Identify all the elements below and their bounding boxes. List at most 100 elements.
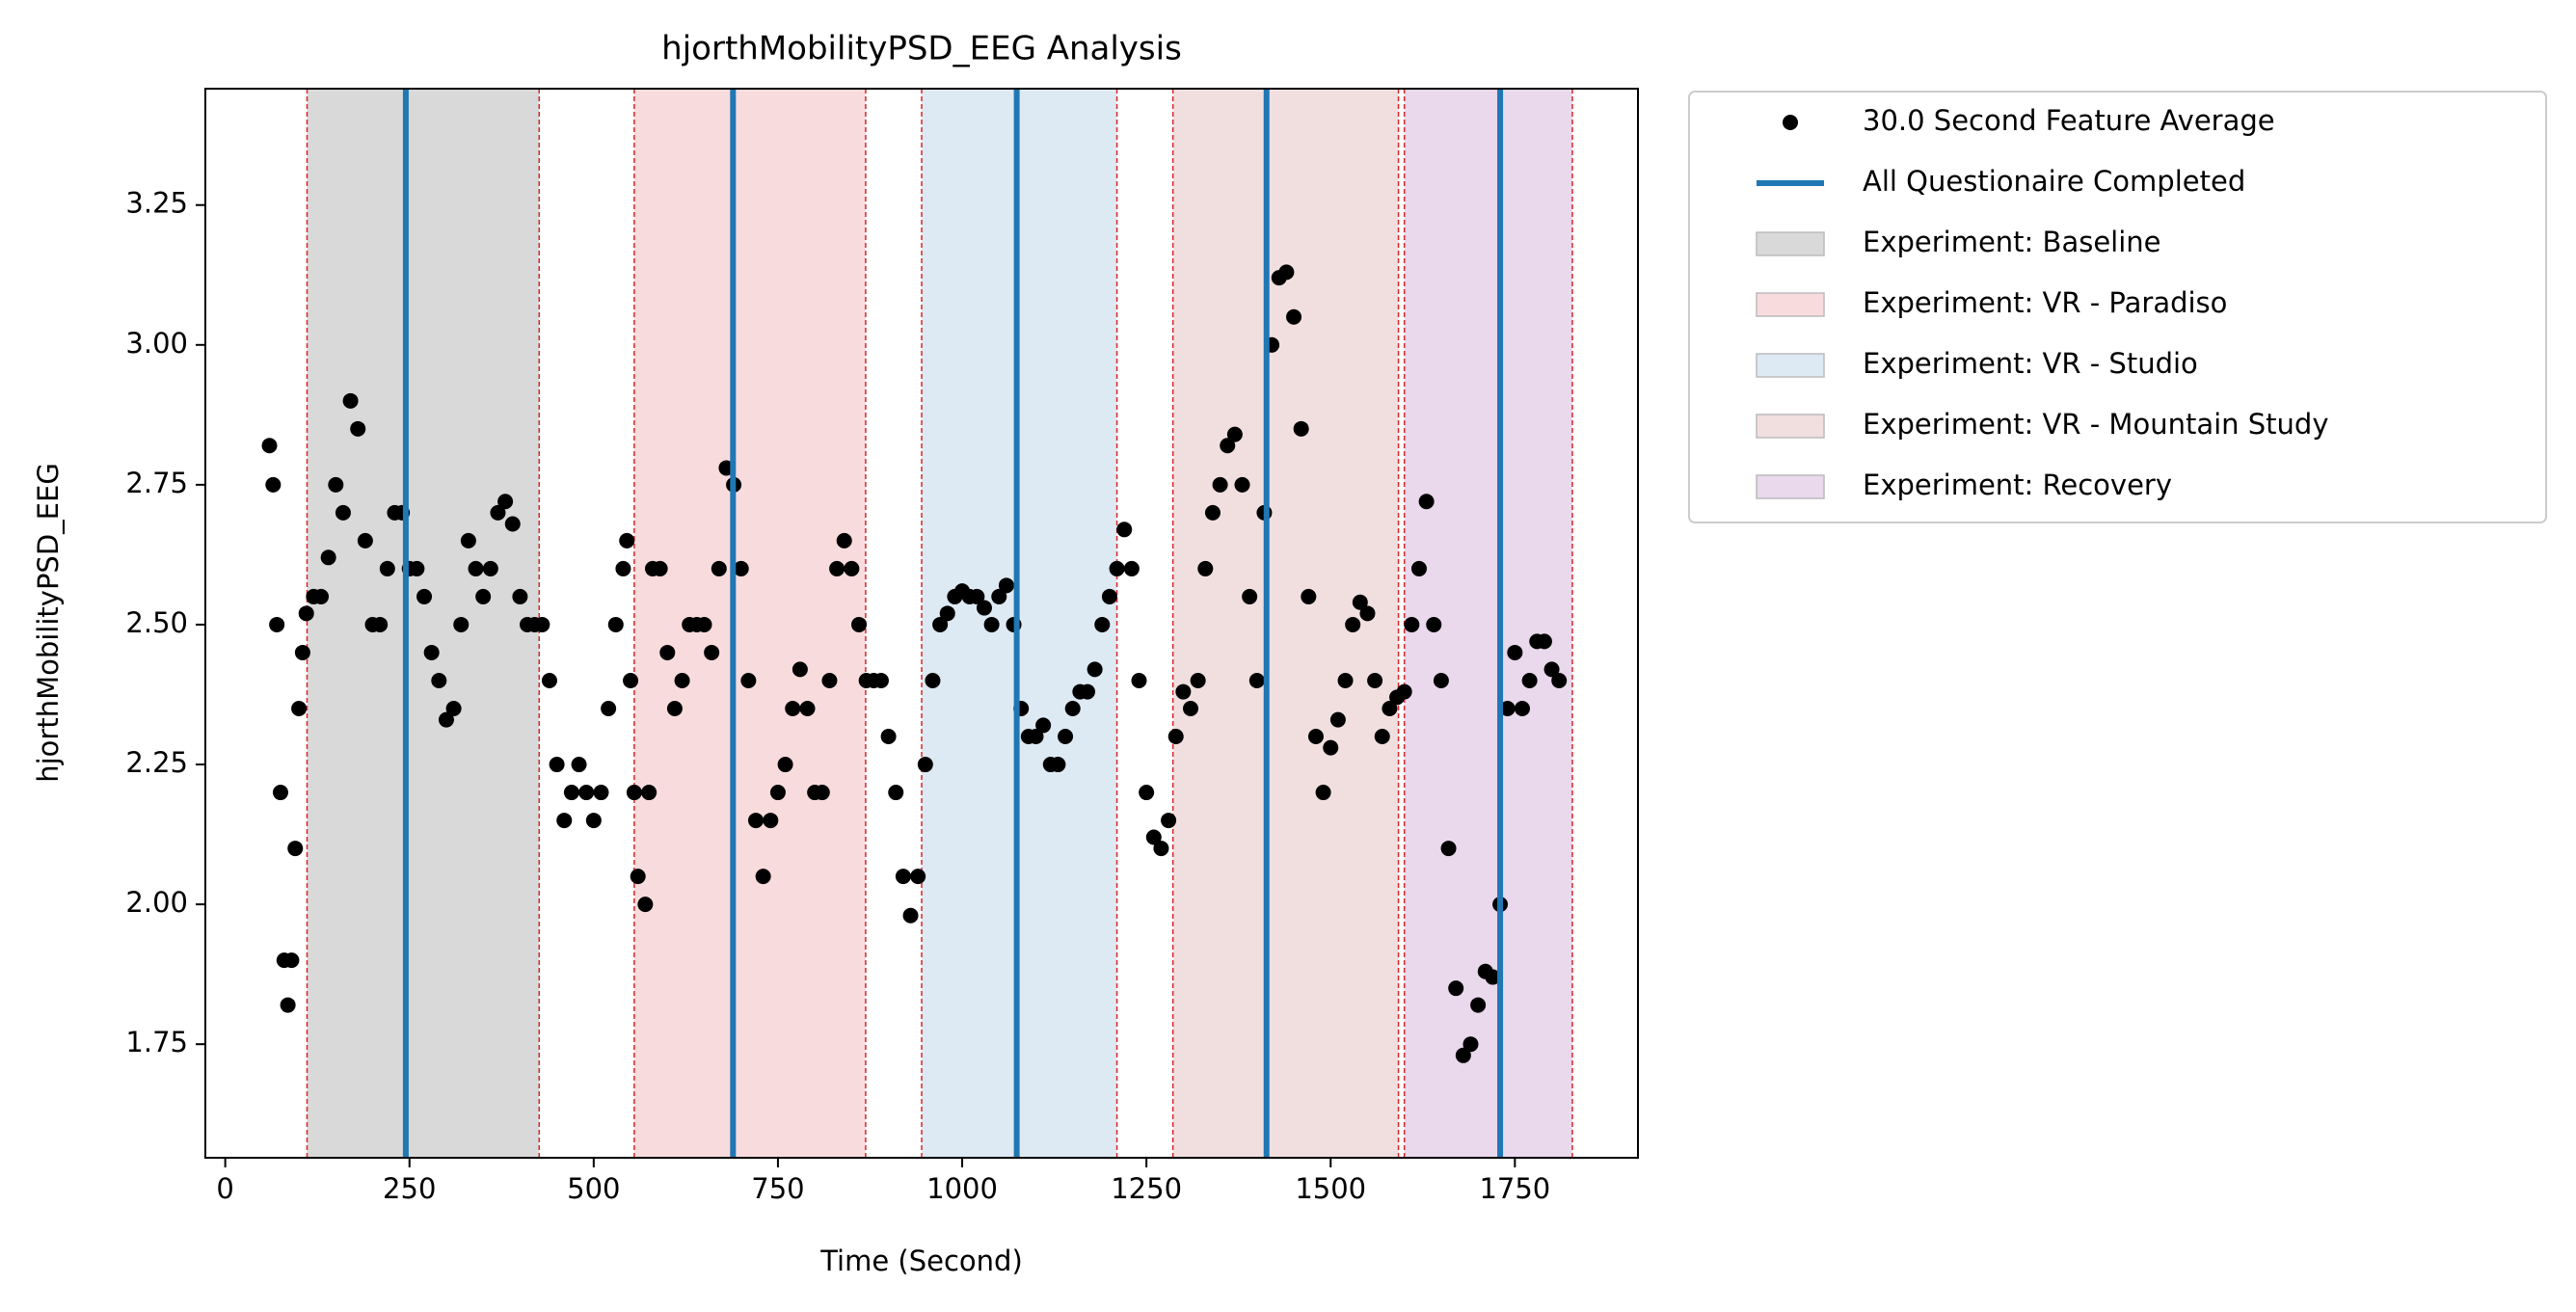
data-point — [1315, 785, 1331, 801]
legend-marker — [1756, 353, 1825, 378]
data-point — [1514, 700, 1530, 716]
data-point — [585, 813, 602, 829]
data-point — [313, 588, 330, 604]
data-point — [1543, 661, 1560, 678]
x-tick-label: 250 — [383, 1172, 436, 1205]
data-point — [269, 616, 285, 632]
data-point — [925, 672, 941, 688]
data-point — [1293, 420, 1309, 437]
data-point — [320, 549, 336, 566]
data-point — [615, 560, 631, 576]
data-point — [1485, 969, 1501, 985]
data-point — [623, 672, 639, 688]
data-point — [1242, 588, 1258, 604]
data-point — [902, 907, 919, 924]
data-point — [652, 560, 668, 576]
data-point — [1050, 757, 1066, 773]
legend-marker — [1756, 292, 1825, 317]
data-point — [1396, 683, 1412, 700]
y-tick-label: 2.50 — [125, 606, 188, 639]
data-point — [280, 997, 296, 1013]
data-point — [1101, 588, 1117, 604]
experiment-span — [633, 89, 866, 1158]
data-point — [571, 757, 587, 773]
data-point — [1374, 729, 1390, 745]
plot-area: 0 250 500 750 1000 1250 1500 1750 1.75 2.00 2.25 2.… — [125, 88, 1639, 1205]
legend-marker — [1756, 474, 1825, 499]
data-point — [1307, 729, 1324, 745]
data-point — [445, 700, 462, 716]
x-tick-label: 0 — [216, 1172, 233, 1205]
experiment-span — [1172, 89, 1399, 1158]
data-point — [460, 532, 476, 549]
data-point — [1455, 1047, 1471, 1063]
data-point — [1197, 560, 1214, 576]
data-point — [1337, 672, 1354, 688]
x-tick-label: 1000 — [926, 1172, 998, 1205]
data-point — [814, 785, 830, 801]
y-tick-label: 2.25 — [125, 746, 188, 779]
experiment-span — [307, 89, 540, 1158]
data-point — [1131, 672, 1147, 688]
data-point — [1433, 672, 1449, 688]
data-point — [696, 616, 712, 632]
data-point — [1064, 700, 1081, 716]
data-point — [287, 841, 304, 857]
data-point — [1426, 616, 1442, 632]
data-point — [785, 700, 801, 716]
data-point — [431, 672, 447, 688]
data-point — [438, 711, 454, 728]
data-point — [1410, 560, 1427, 576]
data-point — [748, 813, 765, 829]
data-point — [372, 616, 389, 632]
data-point — [1175, 683, 1192, 700]
x-axis-label: Time (Second) — [819, 1245, 1023, 1277]
data-point — [549, 757, 565, 773]
data-point — [630, 869, 646, 885]
x-tick-label: 750 — [751, 1172, 804, 1205]
y-tick-label: 2.00 — [125, 886, 188, 919]
data-point — [1167, 729, 1184, 745]
data-point — [880, 729, 897, 745]
data-point — [1551, 672, 1568, 688]
data-point — [888, 785, 904, 801]
x-tick-label: 1500 — [1295, 1172, 1366, 1205]
data-point — [659, 644, 676, 660]
data-point — [379, 560, 395, 576]
legend-label: All Questionaire Completed — [1863, 165, 2245, 198]
data-point — [998, 577, 1014, 594]
data-point — [601, 700, 617, 716]
data-point — [1153, 841, 1169, 857]
data-point — [1499, 700, 1516, 716]
data-point — [1190, 672, 1206, 688]
data-point — [1183, 700, 1199, 716]
legend-label: Experiment: Baseline — [1863, 226, 2161, 258]
data-point — [1382, 700, 1398, 716]
data-point — [1440, 841, 1457, 857]
data-point — [755, 869, 771, 885]
data-point — [895, 869, 911, 885]
data-point — [1079, 683, 1095, 700]
data-point — [1462, 1036, 1479, 1053]
y-tick-label: 3.25 — [125, 187, 188, 220]
data-point — [541, 672, 557, 688]
data-point — [468, 560, 484, 576]
data-point — [711, 560, 727, 576]
data-point — [265, 476, 282, 493]
data-point — [1345, 616, 1361, 632]
data-point — [872, 672, 889, 688]
y-tick-label: 3.00 — [125, 327, 188, 360]
data-point — [294, 644, 310, 660]
data-point — [829, 560, 845, 576]
data-point — [490, 504, 506, 521]
data-point — [261, 438, 278, 454]
legend-box — [1688, 91, 2547, 523]
data-point — [1352, 594, 1368, 610]
data-point — [453, 616, 470, 632]
legend-label: Experiment: VR - Studio — [1863, 347, 2198, 380]
data-point — [497, 494, 514, 510]
data-point — [733, 560, 749, 576]
data-point — [1139, 785, 1155, 801]
data-point — [851, 616, 868, 632]
